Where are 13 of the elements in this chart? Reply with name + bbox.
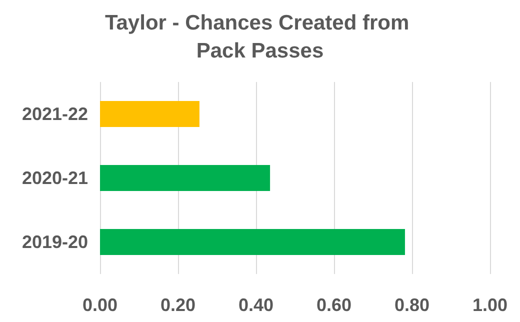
x-tick-label: 0.80 <box>394 295 430 315</box>
x-tick-label: 1.00 <box>472 295 508 315</box>
x-tick-label: 0.00 <box>82 295 118 315</box>
bar <box>100 101 200 127</box>
chart-title: Taylor - Chances Created from Pack Passes <box>104 12 416 62</box>
y-tick-label: 2019-20 <box>22 232 88 252</box>
bar <box>100 229 405 255</box>
x-tick-label: 0.60 <box>316 295 352 315</box>
bar <box>100 165 270 191</box>
y-tick-label: 2021-22 <box>22 104 88 124</box>
y-tick-label: 2020-21 <box>22 168 88 188</box>
x-tick-label: 0.20 <box>160 295 196 315</box>
x-tick-label: 0.40 <box>238 295 274 315</box>
